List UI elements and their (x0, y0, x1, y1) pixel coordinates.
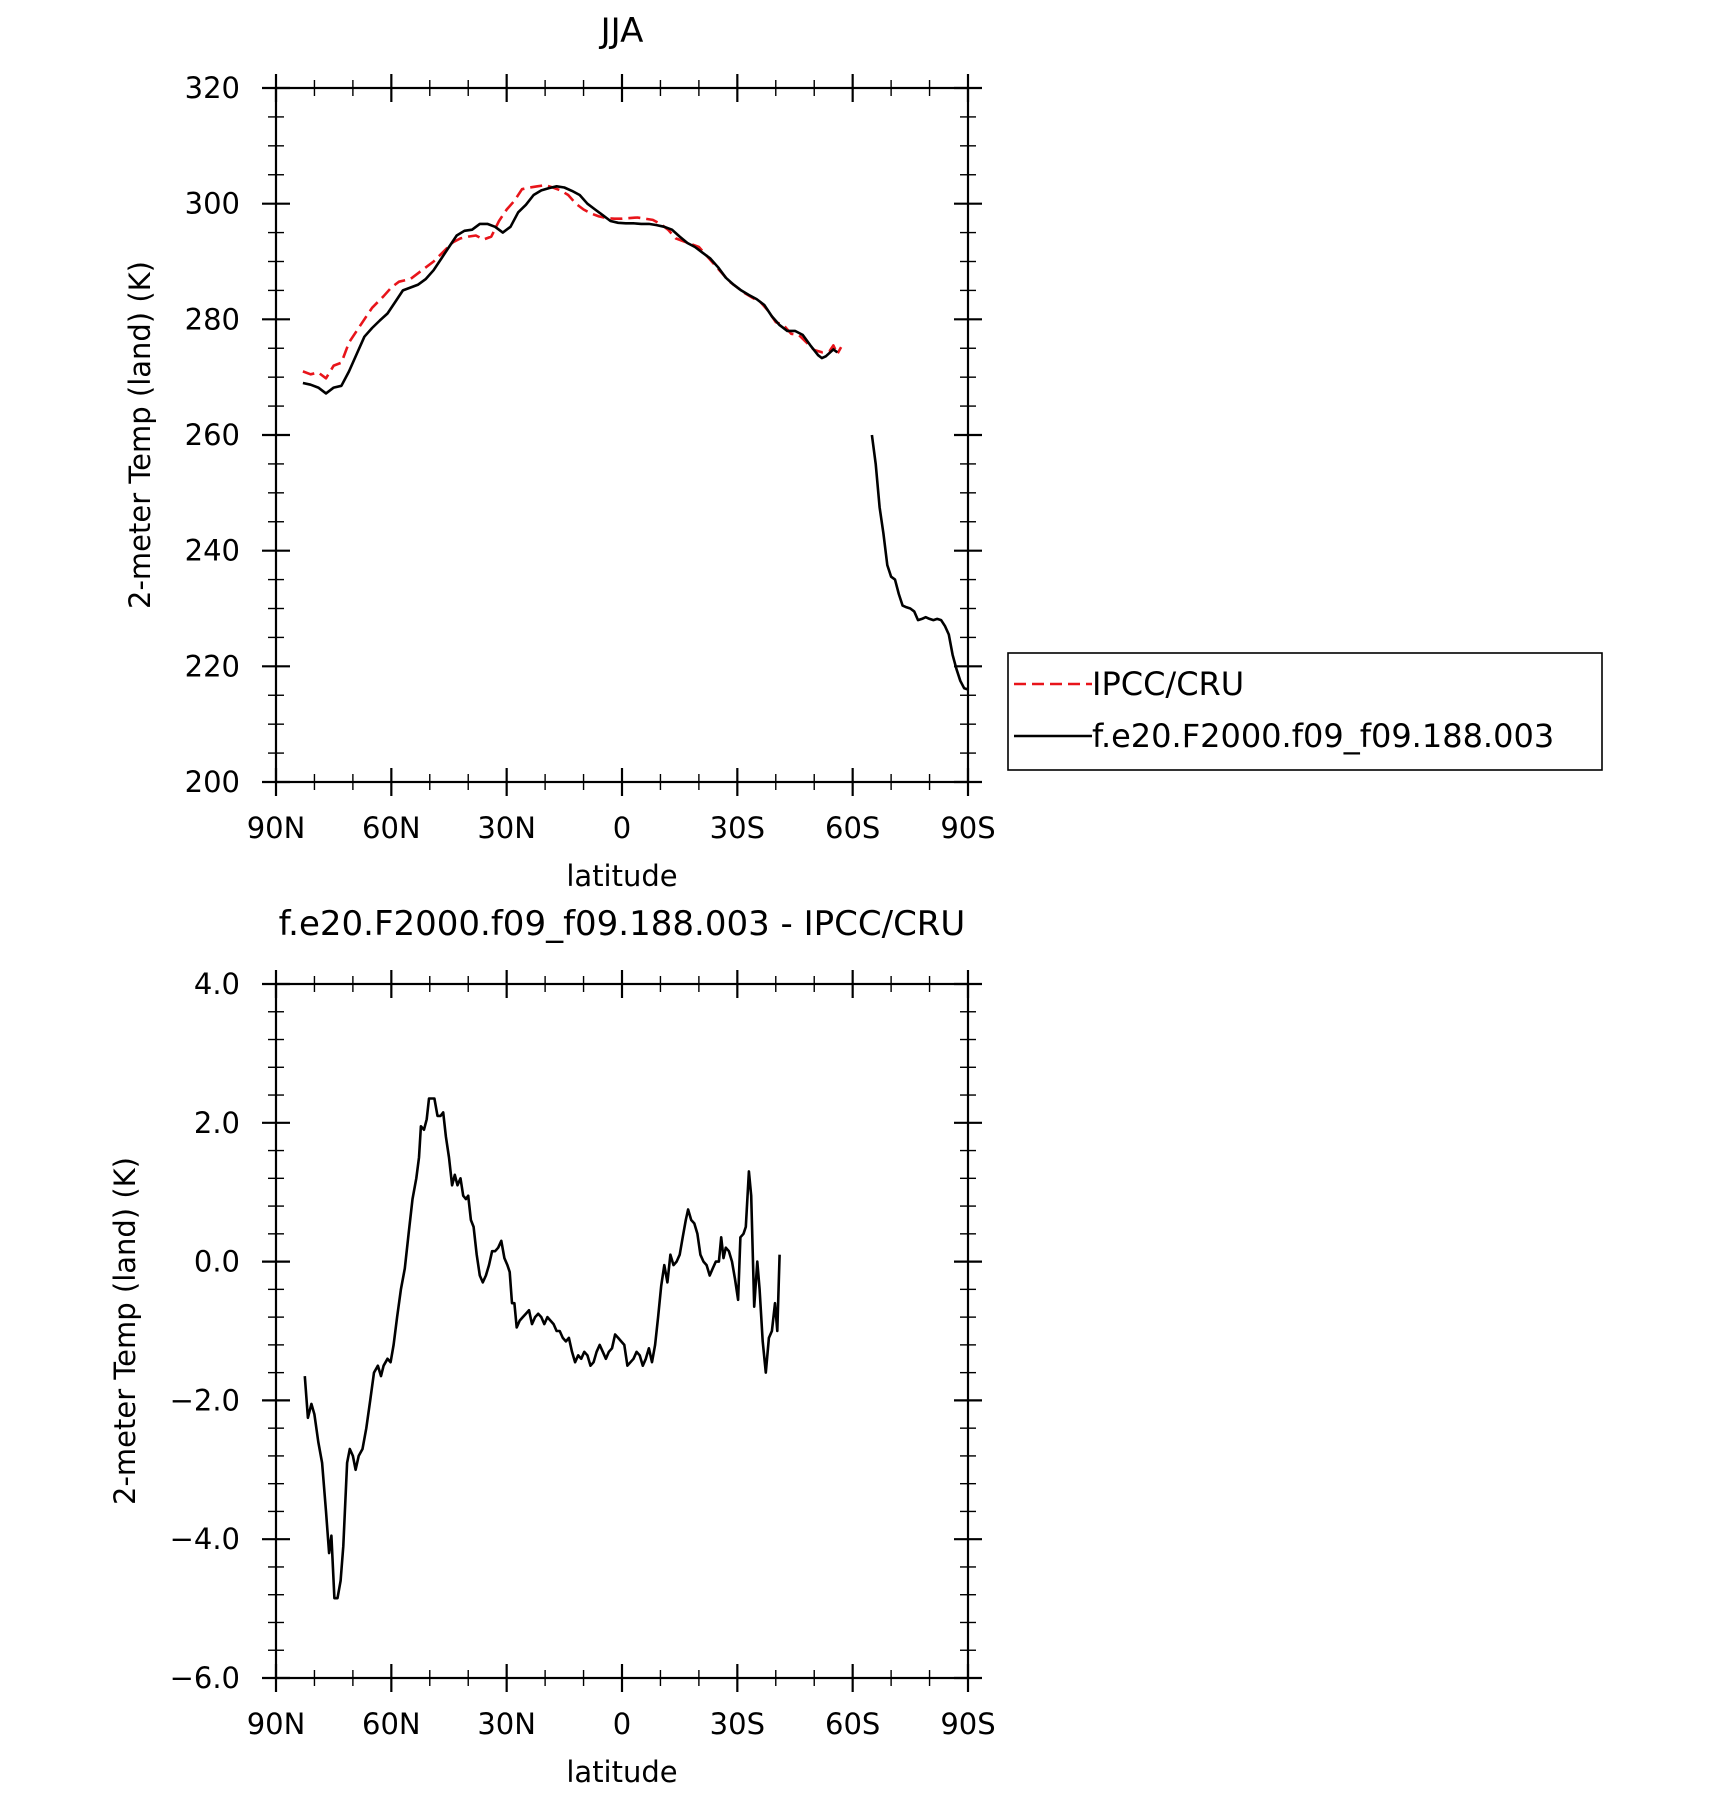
x-tick-label: 0 (613, 1707, 631, 1741)
x-tick-label: 30N (477, 811, 536, 845)
x-tick-label: 30S (710, 1707, 765, 1741)
y-tick-label: 300 (185, 187, 240, 221)
y-tick-label: 240 (185, 534, 240, 568)
x-axis-label: latitude (566, 859, 677, 893)
series-line-1-segment-0 (302, 185, 839, 395)
y-tick-label: 280 (185, 302, 240, 336)
x-axis-label: latitude (566, 1755, 677, 1789)
y-tick-label: 4.0 (194, 967, 240, 1001)
y-tick-label: −2.0 (170, 1383, 240, 1417)
x-tick-label: 90N (247, 1707, 306, 1741)
x-tick-label: 60S (825, 1707, 880, 1741)
x-tick-label: 60S (825, 811, 880, 845)
y-tick-label: 320 (185, 71, 240, 105)
series-line-1-segment-1 (870, 434, 968, 691)
series-line-0-segment-0 (302, 183, 843, 380)
x-tick-label: 90S (940, 1707, 995, 1741)
x-tick-label: 60N (362, 811, 421, 845)
x-tick-label: 90N (247, 811, 306, 845)
chart-title: JJA (599, 11, 644, 51)
x-tick-label: 30S (710, 811, 765, 845)
series-line-0-segment-0 (303, 1097, 781, 1600)
chart-title: f.e20.F2000.f09_f09.188.003 - IPCC/CRU (279, 904, 966, 944)
legend-box (1007, 652, 1603, 771)
y-tick-label: −4.0 (170, 1522, 240, 1556)
x-tick-label: 90S (940, 811, 995, 845)
y-tick-label: 0.0 (194, 1245, 240, 1279)
legend: IPCC/CRU f.e20.F2000.f09_f09.188.003 (1007, 652, 1603, 771)
y-axis-label: 2-meter Temp (land) (K) (123, 261, 157, 609)
legend-entry-0: IPCC/CRU (1092, 665, 1244, 703)
x-tick-label: 60N (362, 1707, 421, 1741)
y-tick-label: 260 (185, 418, 240, 452)
y-tick-label: 200 (185, 765, 240, 799)
legend-entry-1: f.e20.F2000.f09_f09.188.003 (1092, 717, 1554, 755)
bottom-chart: f.e20.F2000.f09_f09.188.003 - IPCC/CRU 90… (108, 904, 996, 1789)
x-tick-label: 30N (477, 1707, 536, 1741)
y-axis-label: 2-meter Temp (land) (K) (108, 1157, 142, 1505)
y-tick-label: −6.0 (170, 1661, 240, 1695)
plot-frame (274, 982, 970, 1680)
y-tick-label: 220 (185, 649, 240, 683)
top-chart: JJA 90N 60N 30N 0 30S 60S 90S 200 220 240 260 280 300… (123, 11, 996, 893)
x-tick-label: 0 (613, 811, 631, 845)
plot-frame (274, 86, 970, 784)
y-tick-label: 2.0 (194, 1106, 240, 1140)
